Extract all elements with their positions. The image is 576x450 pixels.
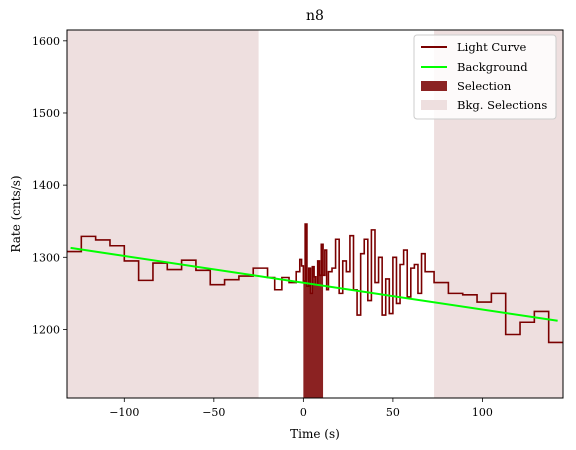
legend-bkg-selections-label: Bkg. Selections xyxy=(457,98,547,112)
x-tick-label: 50 xyxy=(386,406,400,419)
legend-box xyxy=(413,34,557,120)
light-curve-line xyxy=(67,223,563,344)
y-tick-label: 1600 xyxy=(32,35,60,48)
legend-background-label: Background xyxy=(457,60,528,74)
y-tick-label: 1300 xyxy=(32,251,60,264)
x-tick-label: 100 xyxy=(472,406,493,419)
legend: Light Curve Background Selection Bkg. Se… xyxy=(413,34,557,120)
y-axis-label: Rate (cnts/s) xyxy=(9,175,23,252)
y-axis: 1200 1300 1400 1500 1600 xyxy=(32,35,67,336)
x-axis-label: Time (s) xyxy=(290,427,340,441)
y-tick-label: 1500 xyxy=(32,107,60,120)
background-line xyxy=(70,246,558,322)
legend-selection-swatch xyxy=(421,81,447,91)
light-curve-layer xyxy=(67,223,563,344)
plot-frame xyxy=(66,29,564,399)
chart-title: n8 xyxy=(306,8,324,24)
bkg-selection-region-0 xyxy=(67,30,259,398)
y-tick-label: 1200 xyxy=(32,323,60,336)
legend-bkg-selections-swatch xyxy=(421,100,447,110)
legend-selection-label: Selection xyxy=(457,79,512,93)
x-axis: −100 −50 0 50 100 xyxy=(109,398,493,419)
legend-light-curve-label: Light Curve xyxy=(457,40,527,54)
x-tick-label: −100 xyxy=(109,406,139,419)
x-tick-label: 0 xyxy=(300,406,307,419)
x-tick-label: −50 xyxy=(202,406,225,419)
background-layer xyxy=(70,246,558,322)
y-tick-label: 1400 xyxy=(32,179,60,192)
